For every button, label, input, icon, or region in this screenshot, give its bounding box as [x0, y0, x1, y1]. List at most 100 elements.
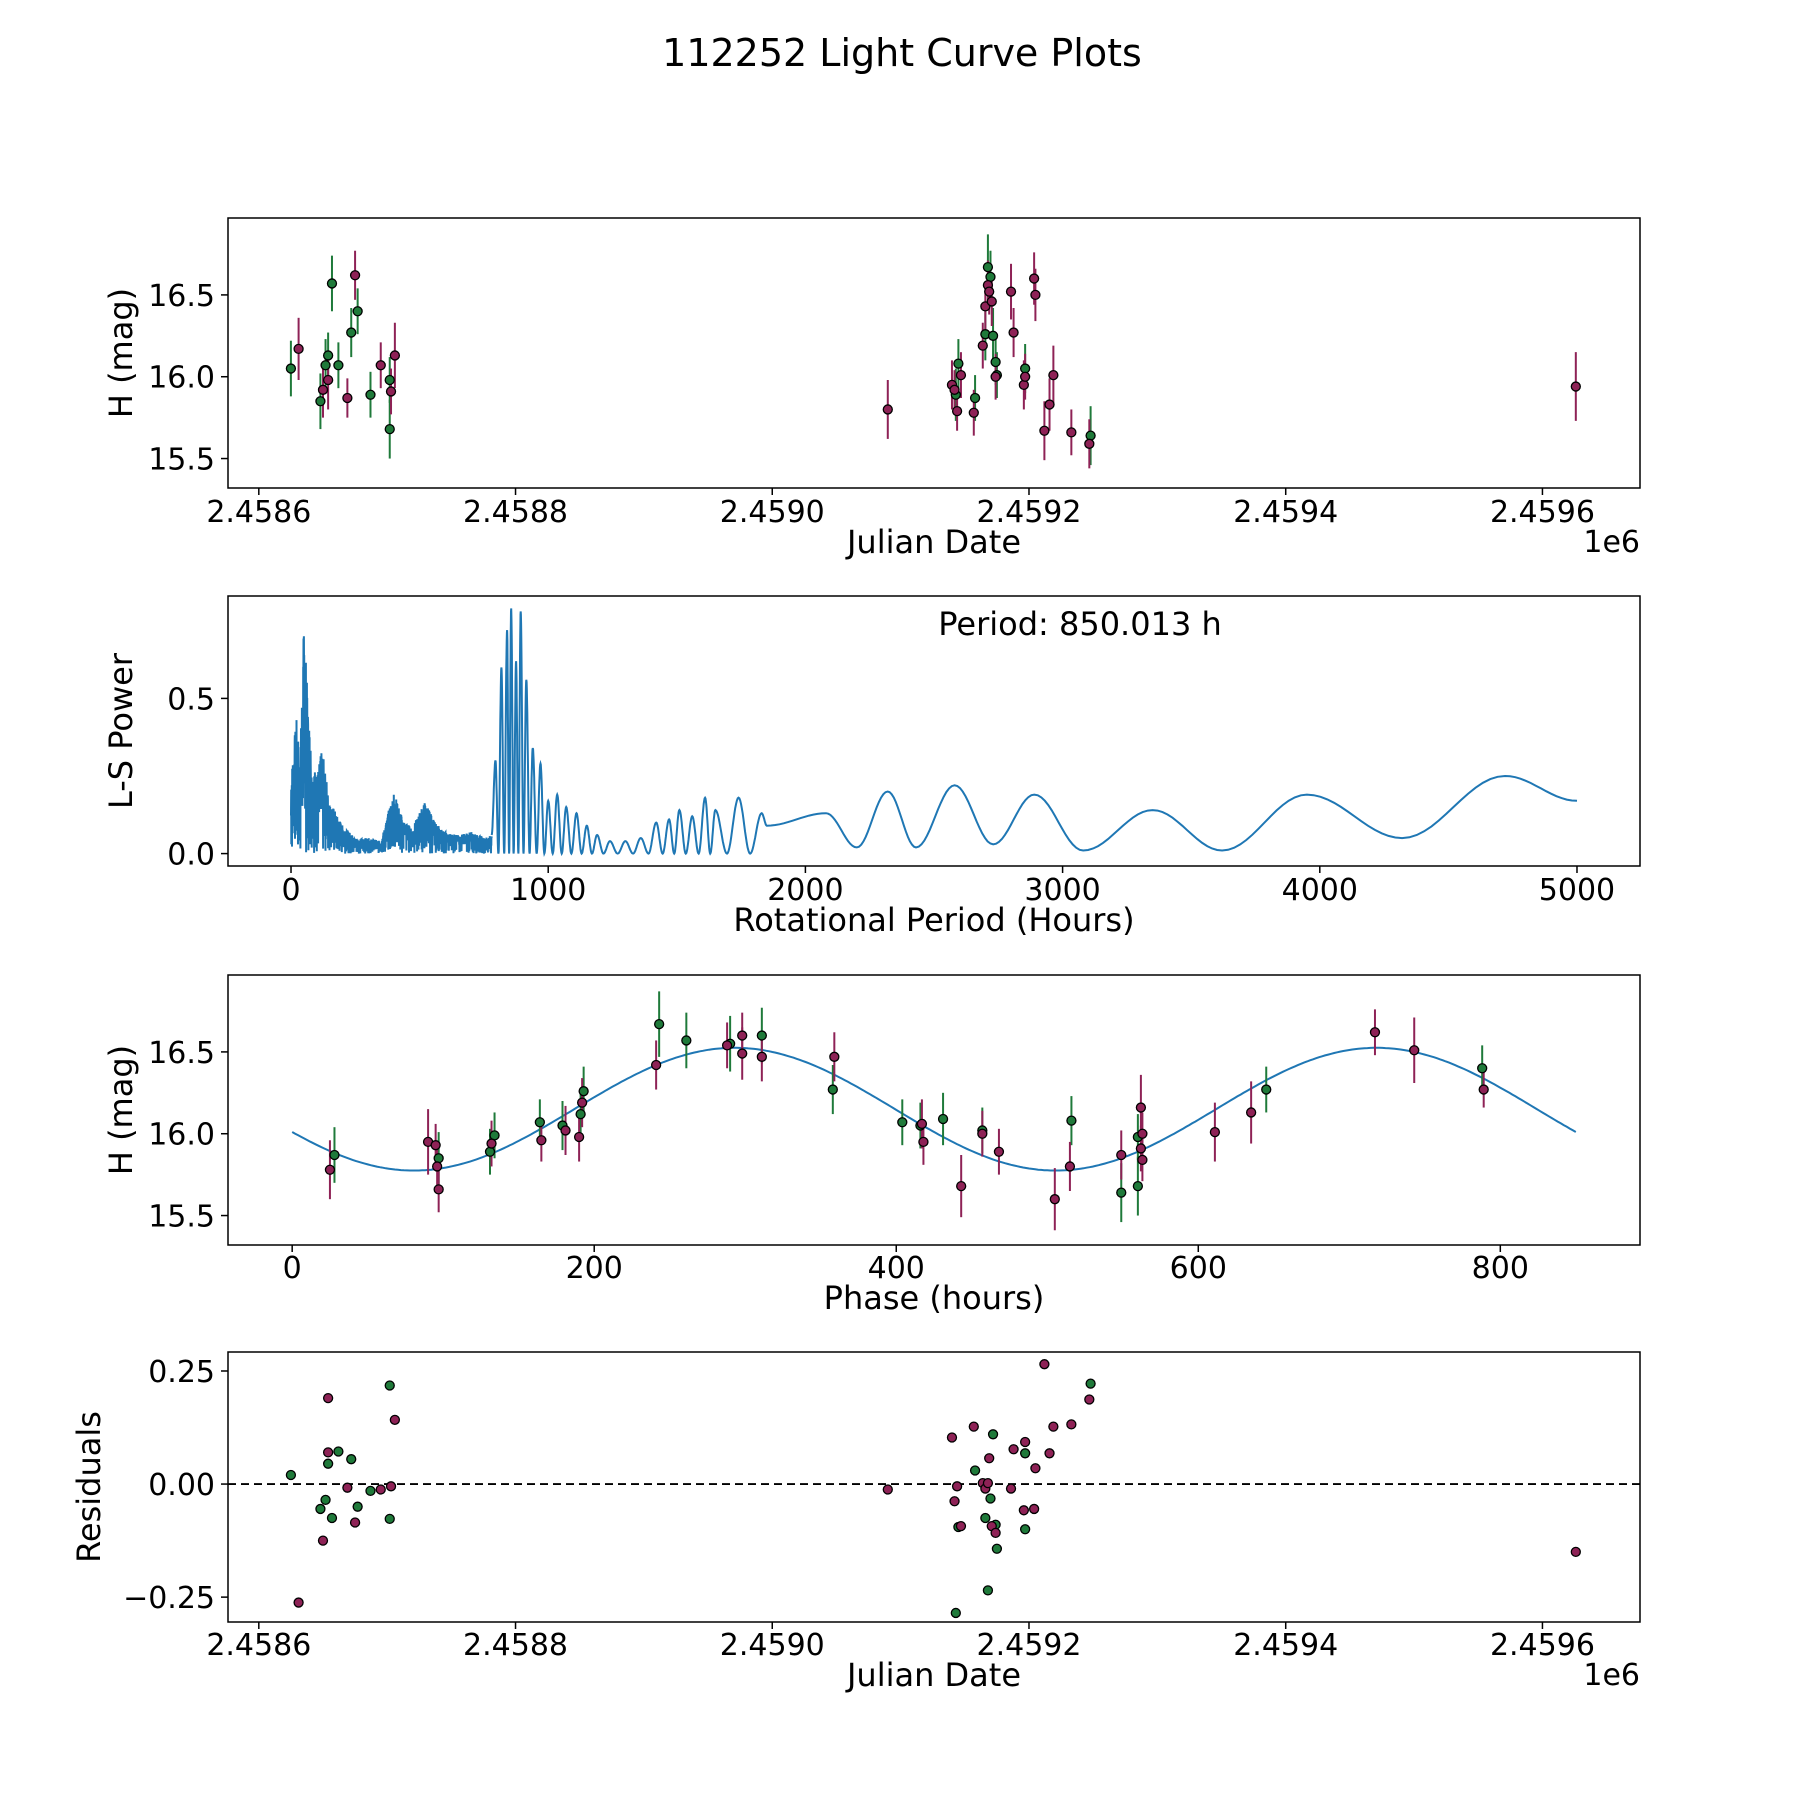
residuals-plot-area	[228, 1359, 1640, 1619]
lightcurve-point-green	[322, 350, 334, 361]
residuals-point-green	[1019, 1524, 1031, 1535]
lightcurve-point-purple	[1028, 273, 1040, 284]
phased-point-purple	[737, 1048, 748, 1059]
residuals-point-green	[982, 1585, 994, 1596]
residuals-xtick-label: 2.4588	[463, 1628, 568, 1663]
residuals-xtick-label: 2.4590	[720, 1628, 825, 1663]
phased-point-green	[575, 1108, 586, 1120]
lightcurve-xtick-label: 2.4596	[1490, 495, 1595, 530]
periodogram-xtick-label: 1000	[510, 873, 586, 908]
lightcurve-point-purple	[293, 343, 304, 355]
panels: 2.4586 2.4588 2.4590 2.4592 2.4594 2.4596 15.5…	[70, 217, 1641, 1694]
residuals-point-purple	[949, 1496, 960, 1507]
phased-point-green	[756, 1030, 767, 1041]
periodogram-axes-frame	[227, 595, 1641, 867]
residuals-point-green	[1019, 1448, 1031, 1459]
residuals-point-purple	[1005, 1483, 1017, 1494]
periodogram-plot-area	[290, 608, 1578, 858]
residuals-point-green	[950, 1607, 961, 1619]
lightcurve-point-purple	[1039, 425, 1050, 436]
phased-point-purple	[1049, 1194, 1060, 1205]
lightcurve-point-purple	[1019, 371, 1031, 382]
lightcurve-point-green	[969, 392, 981, 404]
residuals-ytick-label: 0.00	[148, 1468, 215, 1503]
lightcurve-ytick-label: 16.0	[148, 361, 215, 396]
phased-point-purple	[1478, 1084, 1489, 1095]
phased-ytick-label: 16.0	[148, 1118, 215, 1153]
lightcurve-panel: 2.4586 2.4588 2.4590 2.4592 2.4594 2.4596 15.5…	[102, 217, 1641, 561]
phased-point-green	[1261, 1084, 1272, 1095]
residuals-point-green	[365, 1485, 376, 1496]
lightcurve-point-purple	[385, 386, 397, 397]
lightcurve-xtick-label: 2.4594	[1233, 495, 1338, 530]
lightcurve-x-axis-label: Julian Date	[845, 523, 1021, 561]
residuals-point-green	[384, 1513, 395, 1525]
periodogram-ytick-label: 0.5	[167, 682, 215, 717]
lightcurve-point-green	[326, 278, 338, 289]
lightcurve-point-green	[365, 389, 376, 400]
residuals-x-offset-label: 1e6	[1583, 1658, 1640, 1693]
phased-point-purple	[1245, 1107, 1257, 1118]
lightcurve-point-purple	[949, 384, 960, 395]
residuals-point-purple	[1084, 1394, 1095, 1405]
lightcurve-ytick-label: 16.5	[148, 279, 215, 314]
phased-point-purple	[324, 1164, 336, 1175]
lightcurve-point-purple	[317, 384, 329, 395]
periodogram-xtick-label: 4000	[1282, 873, 1358, 908]
phased-point-purple	[536, 1135, 547, 1146]
phased-point-purple	[737, 1030, 748, 1041]
phased-point-purple	[829, 1051, 840, 1062]
periodogram-xtick-label: 0	[281, 873, 300, 908]
residuals-point-green	[987, 1429, 999, 1440]
residuals-point-purple	[990, 1527, 1001, 1539]
figure-title: 112252 Light Curve Plots	[662, 31, 1142, 75]
residuals-point-purple	[322, 1447, 334, 1458]
lightcurve-xtick-label: 2.4588	[463, 495, 568, 530]
residuals-point-purple	[1044, 1448, 1055, 1459]
lightcurve-xtick-label: 2.4586	[206, 495, 311, 530]
residuals-panel: 2.4586 2.4588 2.4590 2.4592 2.4594 2.4596 −0.2…	[70, 1351, 1641, 1694]
phased-xtick-label: 600	[1170, 1251, 1227, 1286]
phased-point-green	[484, 1146, 496, 1157]
phased-point-purple	[956, 1180, 967, 1192]
model-fit-line	[291, 1046, 1577, 1172]
phased-point-green	[681, 1035, 692, 1046]
residuals-point-purple	[1048, 1421, 1059, 1432]
lightcurve-point-purple	[1570, 381, 1581, 392]
phased-point-purple	[576, 1097, 588, 1108]
lightcurve-ytick-label: 15.5	[148, 443, 215, 478]
phased-ytick-label: 16.5	[148, 1036, 215, 1071]
residuals-point-purple	[951, 1481, 963, 1492]
phased-point-purple	[756, 1051, 767, 1062]
residuals-point-purple	[1019, 1436, 1031, 1448]
residuals-point-purple	[385, 1481, 397, 1492]
lightcurve-point-purple	[389, 350, 401, 361]
phased-point-purple	[1209, 1126, 1221, 1138]
residuals-point-purple	[982, 1478, 994, 1489]
lightcurve-point-purple	[322, 374, 334, 386]
residuals-xtick-label: 2.4592	[976, 1628, 1081, 1663]
periodogram-xtick-label: 2000	[767, 873, 843, 908]
phased-xtick-label: 800	[1472, 1251, 1529, 1286]
lightcurve-xtick-label: 2.4590	[720, 495, 825, 530]
phased-ytick-label: 15.5	[148, 1200, 215, 1235]
phased-point-green	[897, 1117, 908, 1128]
residuals-point-green	[1085, 1378, 1096, 1389]
residuals-point-purple	[968, 1421, 979, 1432]
residuals-point-green	[991, 1543, 1003, 1554]
phased-point-purple	[1116, 1149, 1127, 1161]
phased-point-purple	[918, 1136, 929, 1148]
residuals-point-green	[969, 1465, 981, 1476]
phased-point-green	[329, 1149, 340, 1161]
lightcurve-point-purple	[986, 296, 997, 307]
lightcurve-axes-frame	[227, 217, 1641, 489]
residuals-point-purple	[322, 1392, 334, 1404]
lightcurve-point-green	[384, 423, 395, 435]
residuals-y-axis-label: Residuals	[70, 1411, 108, 1563]
lightcurve-point-green	[333, 360, 344, 371]
phased-point-green	[654, 1018, 665, 1030]
phased-point-purple	[650, 1059, 662, 1071]
lightcurve-y-axis-label: H (mag)	[102, 288, 140, 418]
